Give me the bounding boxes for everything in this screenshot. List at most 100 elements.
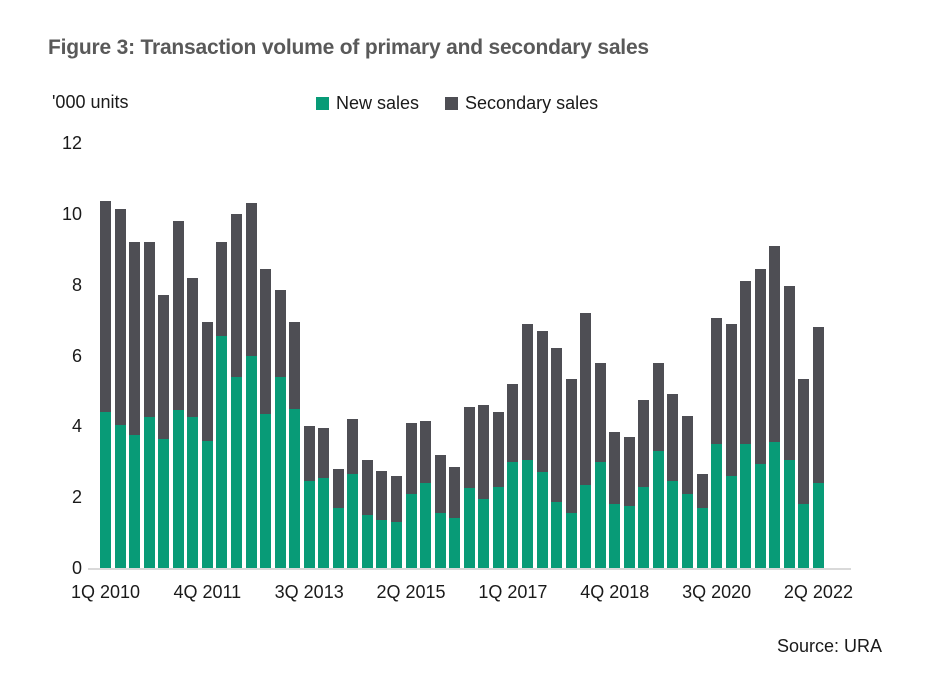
y-tick-label-6: 6 [71,345,82,366]
bar-2q-2019 [638,143,650,568]
plot-area [88,143,851,570]
new-sales-segment [449,518,461,568]
new-sales-segment [260,413,272,568]
x-tick-label-4q-2018: 4Q 2018 [580,582,650,602]
bar-4q-2018 [609,143,621,568]
bar-4q-2017 [551,143,563,568]
new-sales-segment [376,520,388,568]
x-tick-label-4q-2011: 4Q 2011 [173,582,242,602]
new-sales-segment [551,502,563,568]
y-tick-label-2: 2 [71,487,82,508]
bar-3q-2021 [769,143,781,568]
secondary-sales-segment [551,348,563,503]
bar-2q-2017 [521,143,533,568]
bar-3q-2014 [361,143,373,568]
bar-4q-2019 [667,143,679,568]
bar-3q-2019 [652,143,664,568]
bar-1q-2019 [623,143,635,568]
secondary-sales-segment [245,203,257,356]
secondary-sales-segment [303,426,315,482]
bar-1q-2014 [332,143,344,568]
new-sales-segment [129,435,141,568]
bar-4q-2021 [783,143,795,568]
secondary-sales-segment [143,242,155,418]
secondary-sales-segment [129,242,141,436]
new-sales-segment [812,483,824,568]
secondary-sales-segment [536,330,548,473]
new-sales-segment [318,477,330,568]
new-sales-segment [347,474,359,568]
bar-2q-2013 [289,143,301,568]
legend-swatch-new-sales [316,97,329,110]
new-sales-segment [623,506,635,568]
secondary-sales-segment [201,321,213,441]
secondary-sales-segment [711,318,723,445]
new-sales-segment [565,513,577,568]
new-sales-segment [754,463,766,568]
bar-2q-2014 [347,143,359,568]
new-sales-segment [667,481,679,568]
x-tick-label-3q-2020: 3Q 2020 [682,582,752,602]
new-sales-segment [361,514,373,568]
secondary-sales-segment [158,295,170,439]
secondary-sales-segment [260,268,272,414]
bar-4q-2015 [434,143,446,568]
secondary-sales-segment [521,323,533,460]
secondary-sales-segment [623,436,635,507]
x-tick-label-1q-2010: 1Q 2010 [70,582,141,602]
bar-3q-2016 [478,143,490,568]
secondary-sales-segment [682,415,693,494]
bar-3q-2015 [420,143,432,568]
bar-2q-2022 [812,143,824,568]
new-sales-segment [216,336,228,568]
bar-2q-2011 [172,143,184,568]
y-axis-units-label: '000 units [52,92,129,112]
new-sales-segment [463,488,475,568]
legend: New sales Secondary sales [316,93,598,114]
secondary-sales-segment [812,327,824,483]
secondary-sales-segment [478,405,490,499]
new-sales-segment [740,444,752,568]
legend-swatch-secondary-sales [445,97,459,110]
secondary-sales-segment [565,378,577,514]
new-sales-segment [201,440,213,568]
x-tick-label-2q-2015: 2Q 2015 [376,582,446,602]
secondary-sales-segment [289,321,301,409]
new-sales-segment [289,408,301,568]
figure-title: Figure 3: Transaction volume of primary … [48,36,649,59]
new-sales-segment [274,376,286,568]
bar-1q-2010 [100,143,111,568]
bar-1q-2012 [216,143,228,568]
bar-3q-2013 [303,143,315,568]
bar-3q-2010 [129,143,141,568]
bar-4q-2014 [376,143,388,568]
new-sales-segment [536,472,548,568]
new-sales-segment [769,442,781,568]
new-sales-segment [798,504,810,568]
secondary-sales-segment [580,313,592,485]
secondary-sales-segment [609,431,621,505]
new-sales-segment [187,417,199,568]
secondary-sales-segment [332,468,344,508]
bar-3q-2011 [187,143,199,568]
secondary-sales-segment [434,454,446,514]
bar-2q-2018 [580,143,592,568]
secondary-sales-segment [230,213,242,377]
secondary-sales-segment [361,459,373,515]
bar-2q-2016 [463,143,475,568]
secondary-sales-segment [318,428,330,478]
bar-2q-2010 [114,143,126,568]
secondary-sales-segment [376,470,388,521]
new-sales-segment [303,481,315,568]
new-sales-segment [492,486,504,568]
secondary-sales-segment [740,281,752,445]
new-sales-segment [521,459,533,568]
secondary-sales-segment [492,412,504,487]
x-axis: 1Q 2010 4Q 2011 3Q 2013 2Q 2015 1Q 2017 4Q 20… [71,582,853,608]
secondary-sales-segment [216,242,228,337]
new-sales-segment [332,507,344,568]
new-sales-segment [638,486,650,568]
secondary-sales-segment [391,475,402,522]
secondary-sales-segment [594,362,606,462]
new-sales-segment [594,461,606,568]
